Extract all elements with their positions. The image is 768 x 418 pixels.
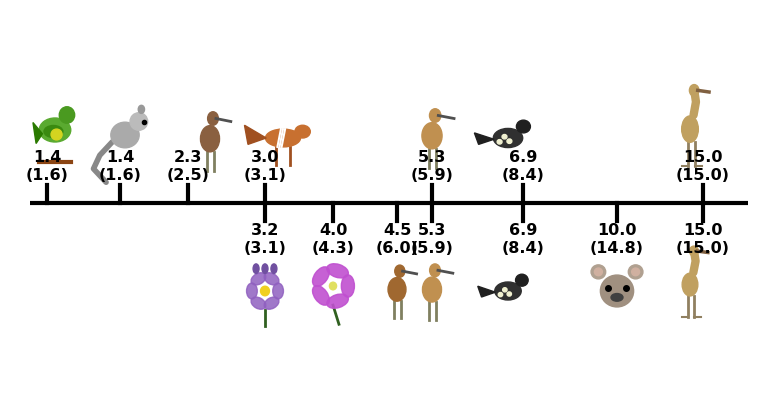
Ellipse shape <box>497 140 502 144</box>
Text: 10.0
(14.8): 10.0 (14.8) <box>590 223 644 256</box>
Ellipse shape <box>247 283 257 299</box>
Ellipse shape <box>313 267 329 286</box>
Ellipse shape <box>329 282 336 290</box>
Ellipse shape <box>502 288 507 292</box>
Ellipse shape <box>628 265 643 279</box>
Ellipse shape <box>138 105 144 113</box>
Polygon shape <box>33 122 42 143</box>
Ellipse shape <box>422 122 442 149</box>
Ellipse shape <box>271 264 277 273</box>
Ellipse shape <box>498 293 502 297</box>
Ellipse shape <box>388 278 406 301</box>
Ellipse shape <box>507 139 511 143</box>
Ellipse shape <box>130 113 147 130</box>
Ellipse shape <box>327 264 349 278</box>
Text: 6.9
(8.4): 6.9 (8.4) <box>502 150 545 183</box>
Ellipse shape <box>502 135 507 139</box>
Ellipse shape <box>251 273 266 285</box>
Ellipse shape <box>429 109 441 122</box>
Ellipse shape <box>44 125 63 138</box>
Text: 4.0
(4.3): 4.0 (4.3) <box>312 223 355 256</box>
Text: 3.2
(3.1): 3.2 (3.1) <box>243 223 286 256</box>
Polygon shape <box>244 125 266 144</box>
Ellipse shape <box>495 282 521 300</box>
Ellipse shape <box>327 294 349 308</box>
Ellipse shape <box>251 297 266 309</box>
Text: 5.3
(5.9): 5.3 (5.9) <box>411 150 453 183</box>
Text: 3.0
(3.1): 3.0 (3.1) <box>243 150 286 183</box>
Polygon shape <box>478 286 495 297</box>
Text: 1.4
(1.6): 1.4 (1.6) <box>98 150 141 183</box>
Ellipse shape <box>690 84 699 96</box>
Ellipse shape <box>341 275 354 297</box>
Ellipse shape <box>395 265 405 277</box>
Text: 15.0
(15.0): 15.0 (15.0) <box>676 150 730 183</box>
Ellipse shape <box>682 116 698 142</box>
Ellipse shape <box>515 274 528 286</box>
Ellipse shape <box>253 264 259 273</box>
Polygon shape <box>475 133 494 144</box>
Ellipse shape <box>611 293 623 301</box>
Text: 1.4
(1.6): 1.4 (1.6) <box>25 150 68 183</box>
Ellipse shape <box>264 297 279 309</box>
Ellipse shape <box>631 268 640 276</box>
Ellipse shape <box>690 246 698 256</box>
Text: 15.0
(15.0): 15.0 (15.0) <box>676 223 730 256</box>
Ellipse shape <box>507 292 511 296</box>
Ellipse shape <box>207 112 218 125</box>
Ellipse shape <box>260 286 270 296</box>
Ellipse shape <box>266 129 300 147</box>
Ellipse shape <box>429 264 440 277</box>
Text: 2.3
(2.5): 2.3 (2.5) <box>167 150 210 183</box>
Ellipse shape <box>264 273 279 285</box>
Ellipse shape <box>493 128 523 148</box>
Ellipse shape <box>51 129 62 140</box>
Ellipse shape <box>262 264 268 273</box>
Ellipse shape <box>39 118 71 142</box>
Ellipse shape <box>422 277 442 302</box>
Ellipse shape <box>682 273 698 296</box>
Text: 5.3
(5.9): 5.3 (5.9) <box>411 223 453 256</box>
Ellipse shape <box>601 275 634 307</box>
Ellipse shape <box>200 126 220 152</box>
Ellipse shape <box>111 122 139 148</box>
Ellipse shape <box>59 107 74 123</box>
Ellipse shape <box>273 283 283 299</box>
Text: 6.9
(8.4): 6.9 (8.4) <box>502 223 545 256</box>
Ellipse shape <box>295 125 310 138</box>
Text: 4.5
(6.0): 4.5 (6.0) <box>376 223 419 256</box>
Ellipse shape <box>594 268 602 276</box>
Ellipse shape <box>516 120 531 133</box>
Ellipse shape <box>313 285 329 305</box>
Ellipse shape <box>591 265 606 279</box>
